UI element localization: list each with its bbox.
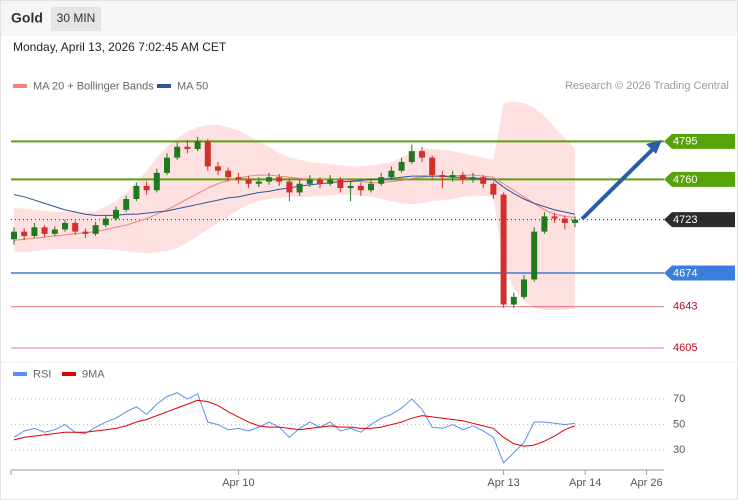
x-tick-label: Apr 13	[487, 477, 519, 489]
candle-body	[480, 177, 487, 184]
candle-body	[184, 146, 191, 149]
candle-body	[164, 157, 170, 173]
x-tick-label: Apr 26	[630, 477, 662, 489]
y-tick-label: 70	[673, 393, 685, 405]
candle-body	[174, 146, 181, 158]
level-label-box	[664, 133, 735, 149]
candle-body	[113, 209, 119, 219]
level-label: 4674	[673, 267, 697, 279]
candle-body	[11, 231, 17, 240]
candle-body	[235, 177, 242, 180]
candle-body	[347, 185, 354, 189]
candle-body	[41, 227, 48, 234]
candle-body	[531, 231, 538, 280]
indicator-line	[13, 392, 576, 464]
candle-body	[408, 151, 415, 163]
candle-body	[439, 175, 446, 178]
candle-body	[551, 216, 558, 219]
candle-body	[62, 222, 68, 230]
candle-body	[470, 177, 476, 180]
legend-label: MA 20 + Bollinger Bands	[33, 80, 154, 92]
candle-body	[419, 151, 425, 158]
candle-body	[82, 231, 89, 234]
ma-line	[13, 174, 576, 241]
y-tick-label: 50	[673, 418, 685, 430]
candle-body	[31, 227, 38, 236]
candle-body	[245, 179, 252, 184]
source: Research © 2026 Trading Central	[565, 80, 729, 92]
candle-body	[398, 162, 405, 171]
candle-body	[327, 179, 334, 184]
candle-body	[225, 170, 232, 178]
candle-body	[123, 198, 130, 210]
candle-body	[368, 183, 374, 191]
candle-body	[255, 181, 262, 184]
x-tick-label: Apr 14	[569, 477, 601, 489]
candle-body	[459, 175, 466, 180]
candle-body	[143, 185, 150, 191]
candle-body	[317, 179, 323, 184]
candle-body	[194, 141, 201, 149]
candle-body	[561, 218, 568, 223]
candle-body	[153, 172, 160, 191]
candle-body	[72, 222, 79, 232]
symbol: Gold	[11, 10, 43, 26]
candle-body	[378, 177, 385, 184]
indicator-line	[13, 399, 576, 447]
interval-button[interactable]	[51, 7, 101, 31]
legend-label: RSI	[33, 368, 51, 380]
candle-body	[572, 219, 578, 223]
candle-body	[500, 194, 507, 305]
level-label-box	[664, 171, 735, 187]
candle-body	[388, 170, 395, 178]
level-label: 4795	[673, 136, 697, 148]
interval[interactable]: 30 MIN	[57, 11, 96, 25]
legend-label: 9MA	[82, 368, 105, 380]
legend-swatch	[157, 84, 171, 88]
legend-swatch	[62, 372, 76, 376]
bollinger-band	[14, 101, 575, 310]
candle-body	[490, 183, 497, 195]
candle-body	[204, 141, 211, 167]
legend-swatch	[13, 84, 27, 88]
candle-body	[51, 229, 58, 234]
level-label-box	[664, 212, 735, 228]
level-label: 4723	[673, 214, 697, 226]
candle-body	[266, 177, 272, 182]
candle-body	[92, 225, 99, 234]
candle-body	[215, 166, 221, 171]
candle-body	[133, 185, 140, 199]
candle-body	[541, 216, 548, 232]
candle-body	[521, 279, 527, 297]
forecast-arrow-head	[646, 140, 662, 154]
level-label: 4760	[673, 174, 697, 186]
candle-body	[306, 179, 313, 184]
candle-body	[286, 181, 293, 193]
candle-body	[449, 175, 456, 178]
forecast-arrow	[580, 145, 657, 221]
y-tick-label: 30	[673, 444, 685, 456]
candle-body	[102, 218, 109, 226]
level-label: 4605	[673, 342, 697, 354]
x-tick-label: Apr 10	[222, 477, 254, 489]
timestamp: Monday, April 13, 2026 7:02:45 AM CET	[13, 40, 227, 54]
candle-body	[276, 177, 283, 182]
candle-body	[337, 179, 344, 189]
legend-label: MA 50	[177, 80, 208, 92]
candle-body	[510, 296, 517, 305]
header-bar	[1, 1, 737, 36]
candle-body	[296, 183, 303, 193]
candle-body	[21, 231, 28, 236]
level-label: 4643	[673, 301, 697, 313]
candle-body	[429, 157, 436, 176]
legend-swatch	[13, 372, 27, 376]
level-label-box	[664, 265, 735, 281]
candle-body	[357, 185, 364, 191]
